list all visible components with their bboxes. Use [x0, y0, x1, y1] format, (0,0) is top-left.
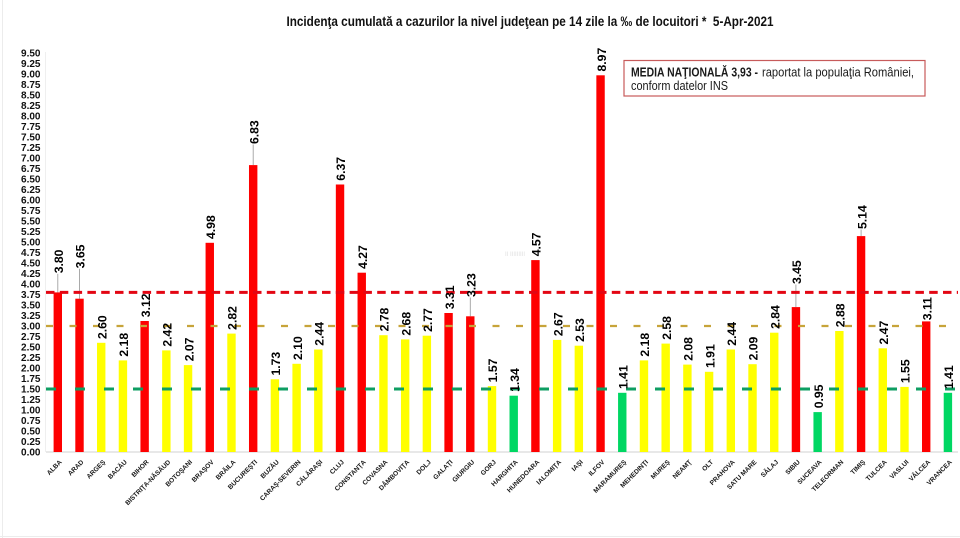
svg-text:1.75: 1.75	[21, 374, 41, 385]
svg-text:II IIIIIIIII: II IIIIIIIII	[505, 252, 525, 258]
svg-text:1.25: 1.25	[21, 395, 41, 406]
svg-text:7.00: 7.00	[21, 154, 41, 165]
svg-text:5.14: 5.14	[855, 205, 869, 229]
svg-text:4.25: 4.25	[21, 269, 41, 280]
svg-text:3.12: 3.12	[139, 293, 153, 317]
svg-text:2.47: 2.47	[877, 321, 891, 345]
svg-text:8.97: 8.97	[595, 48, 609, 72]
svg-text:3.45: 3.45	[790, 260, 804, 284]
svg-text:2.44: 2.44	[725, 322, 739, 346]
svg-text:2.18: 2.18	[638, 333, 652, 357]
svg-text:3.00: 3.00	[21, 322, 41, 333]
svg-text:4.50: 4.50	[21, 259, 41, 270]
svg-text:1.34: 1.34	[508, 368, 522, 392]
svg-text:4.57: 4.57	[530, 232, 544, 256]
svg-text:4.75: 4.75	[21, 248, 41, 259]
svg-text:Incidenţa cumulată a cazurilor: Incidenţa cumulată a cazurilor la nivel …	[287, 13, 774, 29]
svg-text:6.50: 6.50	[21, 175, 41, 186]
svg-text:2.25: 2.25	[21, 353, 41, 364]
svg-text:2.60: 2.60	[95, 315, 109, 339]
svg-text:2.07: 2.07	[182, 337, 196, 361]
svg-text:8.50: 8.50	[21, 91, 41, 102]
svg-text:2.88: 2.88	[834, 303, 848, 327]
svg-text:9.25: 9.25	[21, 59, 41, 70]
svg-text:4.00: 4.00	[21, 280, 41, 291]
svg-text:1.41: 1.41	[942, 365, 956, 389]
svg-text:1.73: 1.73	[269, 352, 283, 376]
svg-text:6.83: 6.83	[247, 120, 261, 144]
svg-text:8.25: 8.25	[21, 101, 41, 112]
svg-text:0.00: 0.00	[21, 448, 41, 459]
svg-text:2.44: 2.44	[313, 322, 327, 346]
svg-text:raportat la populaţia României: raportat la populaţia României,	[762, 66, 914, 80]
svg-text:3.80: 3.80	[52, 249, 66, 273]
svg-text:2.78: 2.78	[378, 307, 392, 331]
svg-text:MEDIA NAŢIONALĂ 3,93 -: MEDIA NAŢIONALĂ 3,93 -	[631, 65, 758, 80]
svg-text:0.95: 0.95	[812, 384, 826, 408]
svg-text:1.00: 1.00	[21, 406, 41, 417]
svg-text:4.98: 4.98	[204, 215, 218, 239]
svg-text:2.67: 2.67	[551, 312, 565, 336]
svg-text:5.50: 5.50	[21, 217, 41, 228]
svg-text:0.25: 0.25	[21, 437, 41, 448]
svg-text:1.91: 1.91	[703, 344, 717, 368]
svg-text:7.50: 7.50	[21, 133, 41, 144]
svg-text:4.27: 4.27	[356, 245, 370, 269]
svg-text:9.00: 9.00	[21, 70, 41, 81]
svg-text:8.00: 8.00	[21, 112, 41, 123]
svg-text:2.09: 2.09	[747, 336, 761, 360]
svg-text:2.10: 2.10	[291, 336, 305, 360]
svg-text:2.53: 2.53	[573, 318, 587, 342]
svg-text:2.00: 2.00	[21, 364, 41, 375]
svg-text:5.25: 5.25	[21, 227, 41, 238]
svg-text:3.11: 3.11	[920, 297, 934, 320]
svg-text:3.50: 3.50	[21, 301, 41, 312]
svg-text:7.75: 7.75	[21, 122, 41, 133]
svg-text:3.75: 3.75	[21, 290, 41, 301]
svg-text:1.55: 1.55	[899, 359, 913, 383]
svg-text:0.75: 0.75	[21, 416, 41, 427]
svg-text:9.50: 9.50	[21, 49, 41, 60]
svg-text:6.25: 6.25	[21, 185, 41, 196]
svg-text:8.75: 8.75	[21, 80, 41, 91]
svg-text:1.41: 1.41	[617, 365, 631, 389]
svg-text:2.84: 2.84	[768, 305, 782, 329]
svg-text:3.65: 3.65	[74, 244, 88, 268]
svg-text:3.23: 3.23	[465, 273, 479, 297]
svg-text:7.25: 7.25	[21, 143, 41, 154]
svg-text:1.50: 1.50	[21, 385, 41, 396]
svg-text:6.00: 6.00	[21, 196, 41, 207]
svg-text:0.50: 0.50	[21, 427, 41, 438]
svg-text:5.75: 5.75	[21, 206, 41, 217]
svg-text:2.58: 2.58	[660, 316, 674, 340]
svg-text:2.50: 2.50	[21, 343, 41, 354]
svg-text:2.82: 2.82	[226, 306, 240, 330]
svg-text:5.00: 5.00	[21, 238, 41, 249]
svg-text:2.18: 2.18	[117, 333, 131, 357]
svg-text:2.08: 2.08	[682, 337, 696, 361]
svg-text:6.75: 6.75	[21, 164, 41, 175]
svg-text:3.25: 3.25	[21, 311, 41, 322]
svg-text:2.68: 2.68	[399, 312, 413, 336]
svg-text:1.57: 1.57	[486, 358, 500, 382]
svg-text:2.42: 2.42	[161, 323, 175, 347]
svg-text:conform datelor INS: conform datelor INS	[631, 79, 728, 93]
svg-text:6.37: 6.37	[334, 157, 348, 181]
svg-text:3.31: 3.31	[443, 285, 457, 309]
svg-text:2.75: 2.75	[21, 332, 41, 343]
svg-text:2.77: 2.77	[421, 308, 435, 332]
